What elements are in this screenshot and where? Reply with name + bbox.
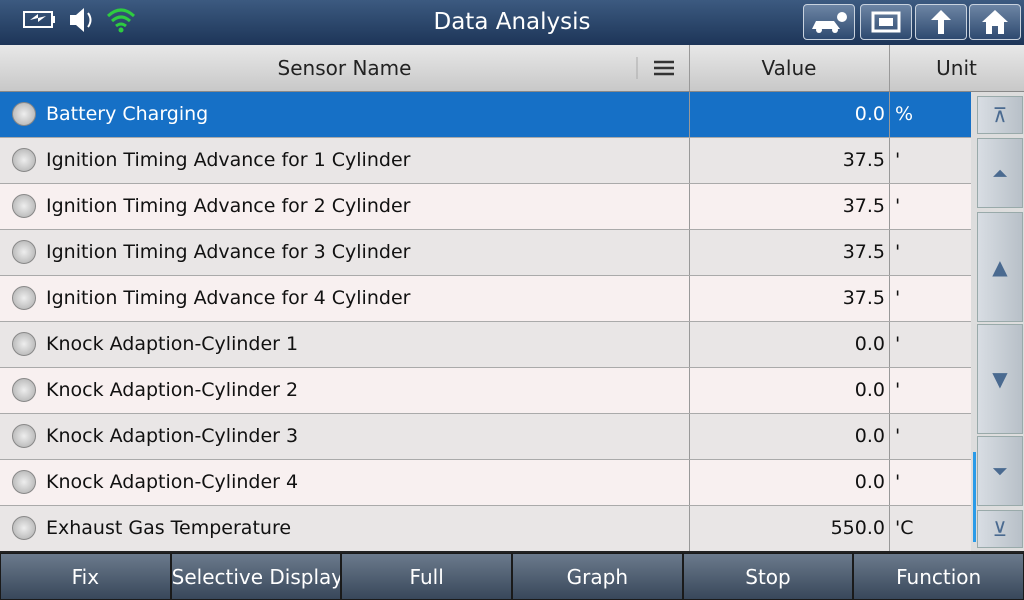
sensor-unit: % [889,92,972,137]
footer-button[interactable]: Function [853,553,1024,600]
table-row[interactable]: Ignition Timing Advance for 1 Cylinder 37… [0,138,971,184]
table-row[interactable]: Ignition Timing Advance for 2 Cylinder 37… [0,184,971,230]
table-row[interactable]: Knock Adaption-Cylinder 2 0.0 ' [0,368,971,414]
column-header: Sensor Name [0,45,690,91]
top-bar: Data Analysis [0,0,1024,45]
table-row[interactable]: Knock Adaption-Cylinder 3 0.0 ' [0,414,971,460]
footer-button[interactable]: Fix [0,553,171,600]
sensor-unit: 'C [889,506,972,551]
footer: Fix Selective Display Full Graph Stop Functio… [0,551,1024,600]
row-indicator [12,286,36,310]
sensor-unit: ' [889,414,972,459]
row-indicator [12,516,36,540]
scroll-top[interactable]: ⊼ [977,96,1023,134]
table-header: Sensor Name Value Unit [0,45,1024,92]
sensor-value: 0.0 [689,368,885,413]
sensor-name: Knock Adaption-Cylinder 2 [46,379,299,401]
scroll-bottom[interactable]: ⊻ [977,510,1023,548]
sensor-unit: ' [889,322,972,367]
table-row[interactable]: Battery Charging 0.0% [0,92,971,138]
row-indicator [12,102,36,126]
sensor-unit: ' [889,138,972,183]
footer-button[interactable]: Stop [682,553,854,600]
table-row[interactable]: Knock Adaption-Cylinder 4 0.0 ' [0,460,971,506]
sensor-name: Knock Adaption-Cylinder 4 [46,471,299,493]
sensor-value: 0.0 [689,460,885,505]
sensor-value: 37.5 [689,138,885,183]
sensor-unit: ' [889,184,972,229]
row-indicator [12,194,36,218]
sensor-value: 37.5 [689,184,885,229]
sensor-value: 0.0 [689,414,885,459]
footer-button[interactable]: Full [341,553,512,600]
table-row[interactable]: Exhaust Gas Temperature 550.0 'C [0,506,971,552]
print-button[interactable] [860,4,912,40]
sensor-value: 0.0 [689,322,885,367]
scroll-up[interactable]: ▲ [977,212,1023,322]
row-indicator [12,332,36,356]
title: Data Analysis [433,9,591,35]
row-indicator [12,378,36,402]
sensor-name: Exhaust Gas Temperature [46,517,292,539]
sensor-name: Ignition Timing Advance for 2 Cylinder [46,195,411,217]
vehicle-info-button[interactable] [803,4,855,40]
home-button[interactable] [969,4,1021,40]
table-row[interactable]: Ignition Timing Advance for 4 Cylinder 37… [0,276,971,322]
sensor-value: 37.5 [689,230,885,275]
page-up[interactable]: ⏶ [977,138,1023,208]
sensor-value: 550.0 [689,506,885,551]
column-header: Value [689,45,890,91]
sensor-value: 37.5 [689,276,885,321]
sensor-name: Ignition Timing Advance for 1 Cylinder [46,149,411,171]
sensor-name: Ignition Timing Advance for 4 Cylinder [46,287,411,309]
menu-icon[interactable] [636,55,676,81]
page-down[interactable]: ⏷ [977,436,1023,506]
scrollbar: ⊼ ⏶ ▲ ▼ ⏷ ⊻ [971,92,1024,551]
sensor-name: Ignition Timing Advance for 3 Cylinder [46,241,411,263]
sensor-name: Battery Charging [46,103,209,125]
row-indicator [12,424,36,448]
back-button[interactable] [915,4,967,40]
row-indicator [12,470,36,494]
column-header: Unit [936,56,977,80]
row-indicator [12,240,36,264]
scroll-down[interactable]: ▼ [977,324,1023,434]
footer-button[interactable]: Selective Display [170,553,342,600]
row-indicator [12,148,36,172]
status-icons [23,8,136,33]
sensor-name: Knock Adaption-Cylinder 1 [46,333,299,355]
table-row[interactable]: Knock Adaption-Cylinder 1 0.0 ' [0,322,971,368]
sensor-unit: ' [889,276,972,321]
sensor-unit: ' [889,230,972,275]
table-row[interactable]: Ignition Timing Advance for 3 Cylinder 37… [0,230,971,276]
sensor-value: 0.0 [689,92,885,137]
footer-button[interactable]: Graph [512,553,683,600]
sensor-unit: ' [889,368,972,413]
sensor-name: Knock Adaption-Cylinder 3 [46,425,299,447]
sensor-unit: ' [889,460,972,505]
